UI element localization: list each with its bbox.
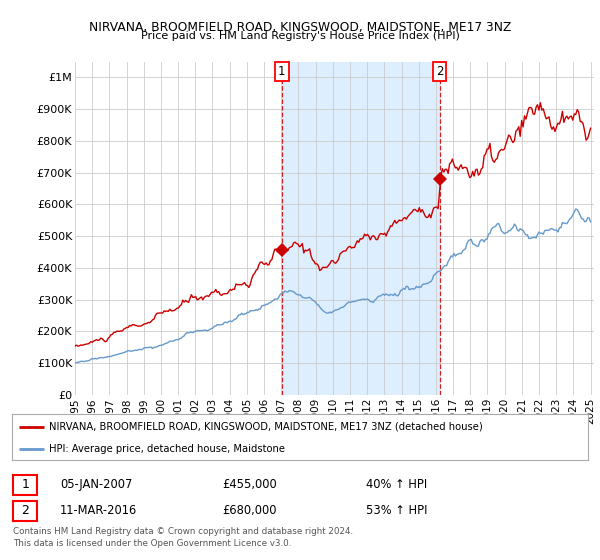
Text: NIRVANA, BROOMFIELD ROAD, KINGSWOOD, MAIDSTONE, ME17 3NZ: NIRVANA, BROOMFIELD ROAD, KINGSWOOD, MAI… — [89, 21, 511, 34]
Text: NIRVANA, BROOMFIELD ROAD, KINGSWOOD, MAIDSTONE, ME17 3NZ (detached house): NIRVANA, BROOMFIELD ROAD, KINGSWOOD, MAI… — [49, 422, 483, 432]
Text: £455,000: £455,000 — [222, 478, 277, 492]
Text: 11-MAR-2016: 11-MAR-2016 — [60, 504, 137, 517]
Text: Contains HM Land Registry data © Crown copyright and database right 2024.
This d: Contains HM Land Registry data © Crown c… — [13, 527, 353, 548]
Text: Price paid vs. HM Land Registry's House Price Index (HPI): Price paid vs. HM Land Registry's House … — [140, 31, 460, 41]
Text: 1: 1 — [278, 65, 286, 78]
Text: 05-JAN-2007: 05-JAN-2007 — [60, 478, 133, 492]
Text: 2: 2 — [21, 504, 29, 517]
Text: £680,000: £680,000 — [222, 504, 277, 517]
Text: 1: 1 — [21, 478, 29, 492]
Text: 40% ↑ HPI: 40% ↑ HPI — [366, 478, 427, 492]
Text: 2: 2 — [436, 65, 443, 78]
Text: HPI: Average price, detached house, Maidstone: HPI: Average price, detached house, Maid… — [49, 444, 286, 454]
Text: 53% ↑ HPI: 53% ↑ HPI — [366, 504, 427, 517]
Bar — [282, 62, 440, 395]
